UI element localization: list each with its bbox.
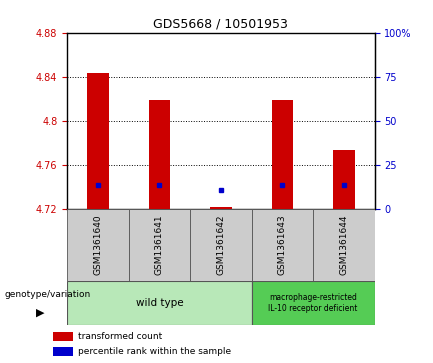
Text: ▶: ▶ xyxy=(36,307,44,317)
Bar xyxy=(87,73,109,209)
Text: GSM1361640: GSM1361640 xyxy=(94,215,102,276)
Bar xyxy=(190,209,252,281)
Bar xyxy=(252,209,313,281)
Bar xyxy=(271,100,293,209)
Text: percentile rank within the sample: percentile rank within the sample xyxy=(78,347,232,356)
Bar xyxy=(252,281,375,325)
Text: genotype/variation: genotype/variation xyxy=(4,290,90,298)
Text: GSM1361641: GSM1361641 xyxy=(155,215,164,276)
Bar xyxy=(333,150,355,209)
Bar xyxy=(67,209,129,281)
Text: macrophage-restricted
IL-10 receptor deficient: macrophage-restricted IL-10 receptor def… xyxy=(268,293,358,313)
Bar xyxy=(67,281,252,325)
Text: GSM1361642: GSM1361642 xyxy=(216,215,225,275)
Text: wild type: wild type xyxy=(136,298,183,308)
Text: GSM1361643: GSM1361643 xyxy=(278,215,287,276)
Text: GSM1361644: GSM1361644 xyxy=(339,215,348,275)
Title: GDS5668 / 10501953: GDS5668 / 10501953 xyxy=(153,17,288,30)
Bar xyxy=(53,332,73,341)
Bar xyxy=(53,347,73,356)
Bar xyxy=(313,209,375,281)
Bar xyxy=(149,100,170,209)
Bar xyxy=(129,209,190,281)
Bar xyxy=(210,207,232,209)
Text: transformed count: transformed count xyxy=(78,332,163,341)
